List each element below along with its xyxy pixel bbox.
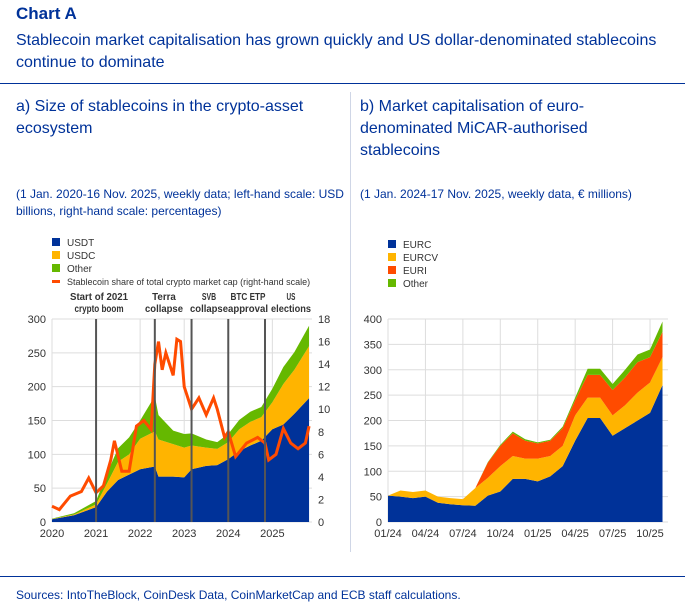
y-tick-label: 200 [364,416,382,428]
x-tick-label: 2023 [172,528,196,540]
panel-a-note: (1 Jan. 2020-16 Nov. 2025, weekly data; … [16,187,344,218]
legend-swatch-eurc [388,240,396,248]
y-tick-label: 200 [28,382,46,394]
y2-tick-label: 12 [318,382,330,394]
chart-label: Chart A [16,4,77,23]
share-line [51,336,311,512]
area-usdt [52,398,310,522]
x-tick-label: 04/25 [561,528,589,540]
legend-label-eurc: EURC [403,240,431,251]
y-tick-label: 50 [34,483,46,495]
y2-tick-label: 16 [318,337,330,349]
event-label: Start of 2021 [70,292,128,303]
legend-swatch-share [52,280,60,283]
event-label: US [287,292,296,303]
event-label: BTC ETP [231,292,266,303]
event-label: Terra [152,292,176,303]
panel-b-note: (1 Jan. 2024-17 Nov. 2025, weekly data, … [360,187,632,201]
legend-swatch-eurcv [388,253,396,261]
legend-swatch-other [52,264,60,272]
y-tick-label: 0 [40,517,46,529]
y-tick-label: 300 [28,314,46,326]
legend-label-usdc: USDC [67,251,95,262]
legend-swatch-usdt [52,238,60,246]
y-tick-label: 100 [364,466,382,478]
event-label: collapse [190,304,228,315]
event-label: collapse [145,304,183,315]
panel-b-title: b) Market capitalisation of euro-denomin… [360,98,588,159]
legend-label-usdt: USDT [67,238,94,249]
y-tick-label: 150 [364,441,382,453]
y2-tick-label: 10 [318,404,330,416]
area-eurcv [388,357,663,506]
divider [0,83,685,84]
divider [0,576,685,577]
x-tick-label: 04/24 [412,528,440,540]
x-tick-label: 07/24 [449,528,477,540]
x-tick-label: 2020 [40,528,64,540]
legend-label-other: Other [403,279,429,290]
x-tick-label: 2025 [260,528,284,540]
legend-swatch-euri [388,266,396,274]
y-tick-label: 0 [376,517,382,529]
panel-a-title: a) Size of stablecoins in the crypto-ass… [16,98,304,137]
legend-label-euri: EURI [403,266,427,277]
y2-tick-label: 4 [318,472,324,484]
y2-tick-label: 6 [318,449,324,461]
y2-tick-label: 14 [318,359,330,371]
y-tick-label: 400 [364,314,382,326]
x-tick-label: 10/24 [487,528,515,540]
y2-tick-label: 0 [318,517,324,529]
y-tick-label: 250 [364,390,382,402]
y-tick-label: 250 [28,348,46,360]
event-label: elections [271,304,311,315]
x-tick-label: 10/25 [636,528,664,540]
source-note: Sources: IntoTheBlock, CoinDesk Data, Co… [16,588,461,602]
area-eurc [388,384,663,522]
y-tick-label: 50 [370,492,382,504]
x-tick-label: 07/25 [599,528,627,540]
y-tick-label: 300 [364,365,382,377]
legend-label-eurcv: EURCV [403,253,438,264]
chart-title: Stablecoin market capitalisation has gro… [16,32,657,71]
y2-tick-label: 2 [318,494,324,506]
x-tick-label: 2024 [216,528,240,540]
y2-tick-label: 8 [318,427,324,439]
x-tick-label: 2022 [128,528,152,540]
x-tick-label: 2021 [84,528,108,540]
legend-swatch-usdc [52,251,60,259]
legend-label-other: Other [67,264,93,275]
area-usdc [52,346,310,520]
legend-swatch-other [388,279,396,287]
event-label: SVB [202,292,216,303]
event-label: crypto boom [74,304,123,315]
x-tick-label: 01/24 [374,528,402,540]
y2-tick-label: 18 [318,314,330,326]
x-tick-label: 01/25 [524,528,552,540]
legend-label-share: Stablecoin share of total crypto market … [67,277,310,287]
y-tick-label: 100 [28,449,46,461]
y-tick-label: 350 [364,339,382,351]
y-tick-label: 150 [28,416,46,428]
event-label: approval [228,304,268,315]
divider [350,92,351,552]
